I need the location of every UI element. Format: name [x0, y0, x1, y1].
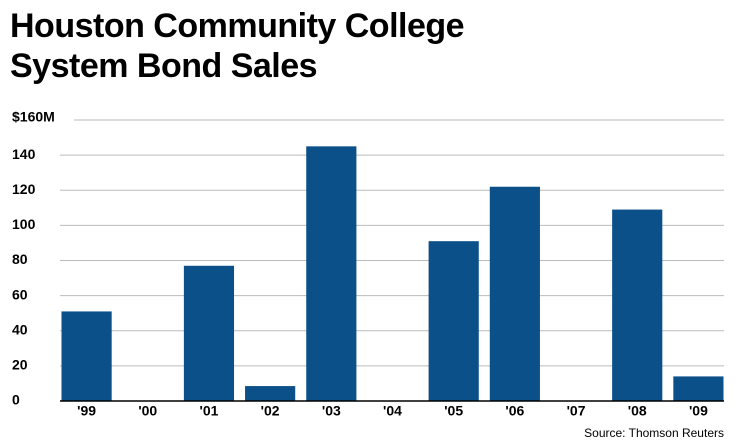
bar [612, 209, 663, 401]
x-tick-label: '00 [138, 403, 157, 419]
bar [428, 241, 479, 401]
x-tick-label: '08 [628, 403, 647, 419]
y-tick-label: 140 [12, 146, 36, 162]
x-tick-label: '02 [261, 403, 280, 419]
x-tick-label: '05 [444, 403, 463, 419]
y-tick-label: $160M [12, 109, 55, 125]
y-tick-label: 20 [12, 357, 28, 373]
bar [61, 311, 112, 401]
bar [489, 186, 540, 401]
y-tick-label: 100 [12, 216, 36, 232]
x-tick-label: '06 [505, 403, 524, 419]
x-tick-label: '09 [689, 403, 708, 419]
bar [673, 376, 724, 401]
y-tick-label: 0 [12, 392, 20, 408]
x-tick-label: '03 [322, 403, 341, 419]
y-tick-label: 80 [12, 251, 28, 267]
bar [306, 146, 357, 401]
y-tick-label: 40 [12, 321, 28, 337]
x-tick-label: '04 [383, 403, 402, 419]
y-tick-label: 120 [12, 181, 36, 197]
chart-title: Houston Community College System Bond Sa… [10, 7, 465, 85]
bar [183, 265, 235, 401]
bar [245, 386, 296, 401]
x-tick-label: '01 [200, 403, 219, 419]
y-tick-label: 60 [12, 286, 28, 302]
x-tick-label: '99 [77, 403, 96, 419]
x-tick-label: '07 [567, 403, 586, 419]
source-note: Source: Thomson Reuters [584, 426, 724, 440]
